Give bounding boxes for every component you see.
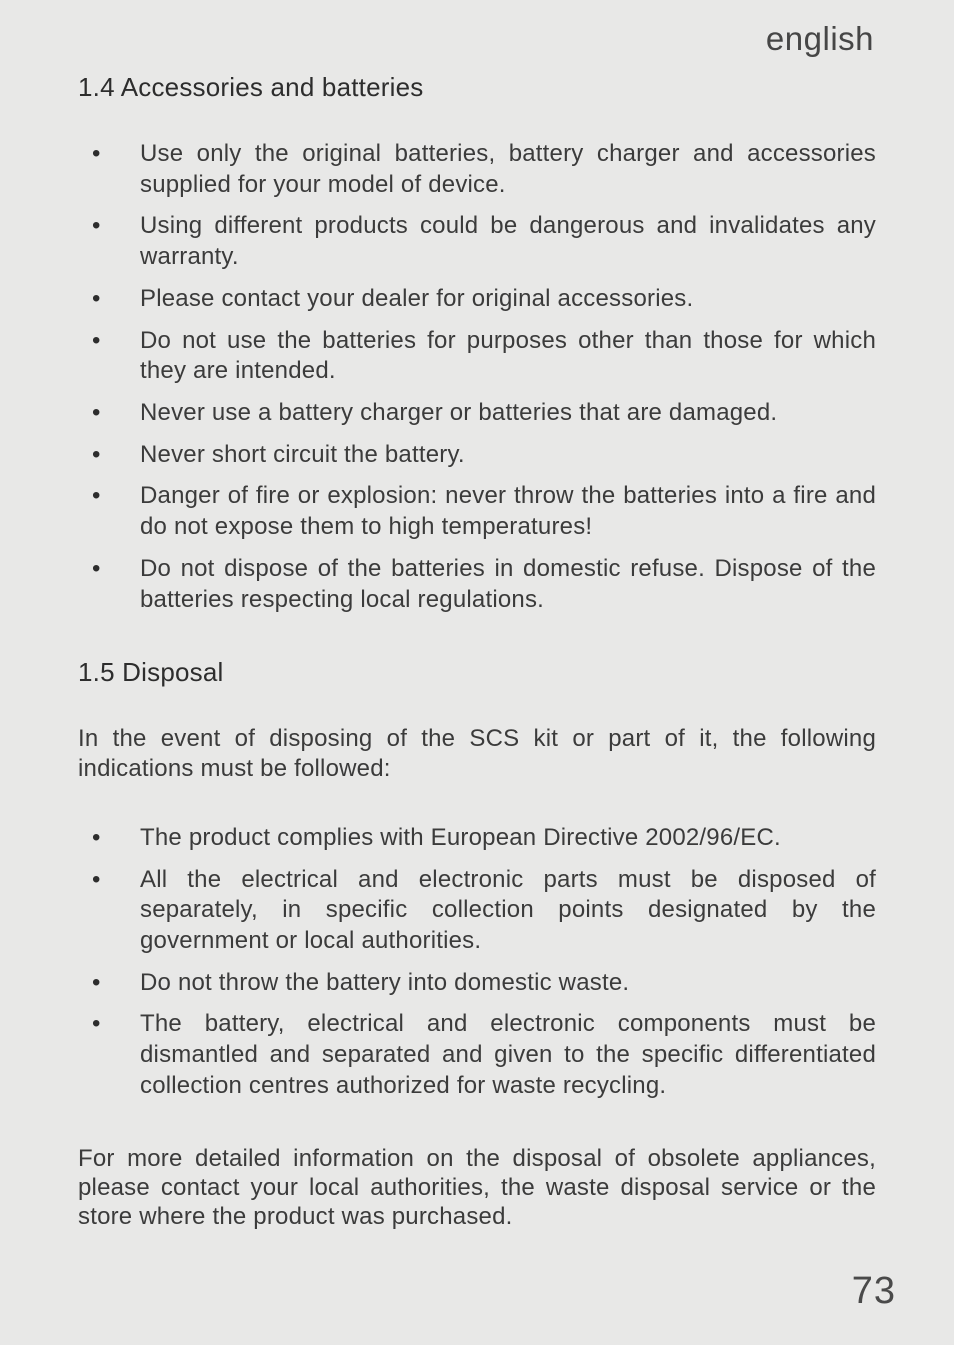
list-item: Never use a battery charger or batteries…	[78, 398, 876, 429]
outro-paragraph-1-5: For more detailed information on the dis…	[78, 1144, 876, 1232]
page-header: english	[0, 0, 954, 58]
page-content: 1.4 Accessories and batteries Use only t…	[0, 58, 954, 1231]
bullet-list-1-4: Use only the original batteries, battery…	[78, 139, 876, 615]
list-item: Please contact your dealer for original …	[78, 284, 876, 315]
list-item: Using different products could be danger…	[78, 211, 876, 272]
list-item: The battery, electrical and electronic c…	[78, 1009, 876, 1101]
list-item: Danger of fire or explosion: never throw…	[78, 481, 876, 542]
language-label: english	[766, 20, 874, 57]
intro-paragraph-1-5: In the event of disposing of the SCS kit…	[78, 724, 876, 783]
page-number: 73	[852, 1270, 896, 1313]
list-item: Do not throw the battery into domestic w…	[78, 968, 876, 999]
list-item: Do not dispose of the batteries in domes…	[78, 554, 876, 615]
list-item: Do not use the batteries for purposes ot…	[78, 326, 876, 387]
list-item: The product complies with European Direc…	[78, 823, 876, 854]
bullet-list-1-5: The product complies with European Direc…	[78, 823, 876, 1102]
section-title-1-5: 1.5 Disposal	[78, 657, 876, 688]
list-item: Never short circuit the battery.	[78, 440, 876, 471]
list-item: All the electrical and electronic parts …	[78, 865, 876, 957]
section-title-1-4: 1.4 Accessories and batteries	[78, 72, 876, 103]
list-item: Use only the original batteries, battery…	[78, 139, 876, 200]
